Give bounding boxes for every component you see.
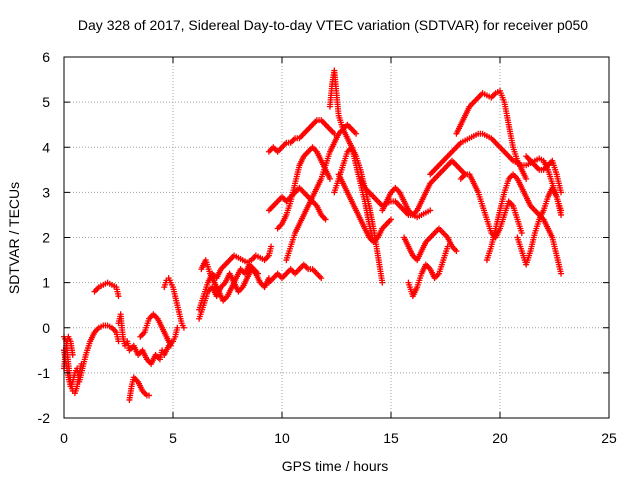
data-point xyxy=(444,243,451,250)
y-tick-label: 2 xyxy=(42,230,50,246)
data-point xyxy=(318,275,325,282)
y-axis-label: SDTVAR / TECUs xyxy=(6,182,22,294)
y-tick-label: -1 xyxy=(38,365,51,381)
y-tick-label: 5 xyxy=(42,94,50,110)
x-axis-label: GPS time / hours xyxy=(282,458,389,474)
data-point xyxy=(558,189,565,196)
data-point xyxy=(69,351,76,358)
data-point xyxy=(379,279,386,286)
data-point xyxy=(174,324,181,331)
data-point xyxy=(518,229,525,236)
x-tick-label: 20 xyxy=(492,430,508,446)
data-point xyxy=(322,216,329,223)
y-tick-label: 0 xyxy=(42,320,50,336)
data-point xyxy=(523,175,530,182)
data-point xyxy=(427,207,434,214)
grid-lines xyxy=(64,57,609,418)
y-tick-label: 3 xyxy=(42,184,50,200)
x-tick-label: 25 xyxy=(601,430,617,446)
y-tick-label: 4 xyxy=(42,139,50,155)
data-point xyxy=(353,130,360,137)
chart-title: Day 328 of 2017, Sidereal Day-to-day VTE… xyxy=(78,17,588,33)
data-point xyxy=(78,360,85,367)
data-points xyxy=(61,67,565,403)
y-tick-label: -2 xyxy=(38,410,51,426)
x-tick-label: 10 xyxy=(274,430,290,446)
data-point xyxy=(326,175,333,182)
x-tick-label: 0 xyxy=(60,430,68,446)
x-tick-label: 5 xyxy=(169,430,177,446)
data-point xyxy=(268,243,275,250)
data-point xyxy=(558,270,565,277)
data-point xyxy=(167,342,174,349)
x-tick-label: 15 xyxy=(383,430,399,446)
data-point xyxy=(115,338,122,345)
y-tick-label: 6 xyxy=(42,49,50,65)
y-tick-label: 1 xyxy=(42,275,50,291)
data-point xyxy=(453,248,460,255)
data-point xyxy=(388,216,394,223)
data-point xyxy=(146,392,153,399)
axis-ticks: 0 5 10 15 20 25 -2 -1 0 1 2 3 4 5 6 xyxy=(38,49,617,446)
data-point xyxy=(115,293,122,300)
data-point xyxy=(255,270,262,277)
data-point xyxy=(558,211,565,218)
data-point xyxy=(180,324,187,331)
